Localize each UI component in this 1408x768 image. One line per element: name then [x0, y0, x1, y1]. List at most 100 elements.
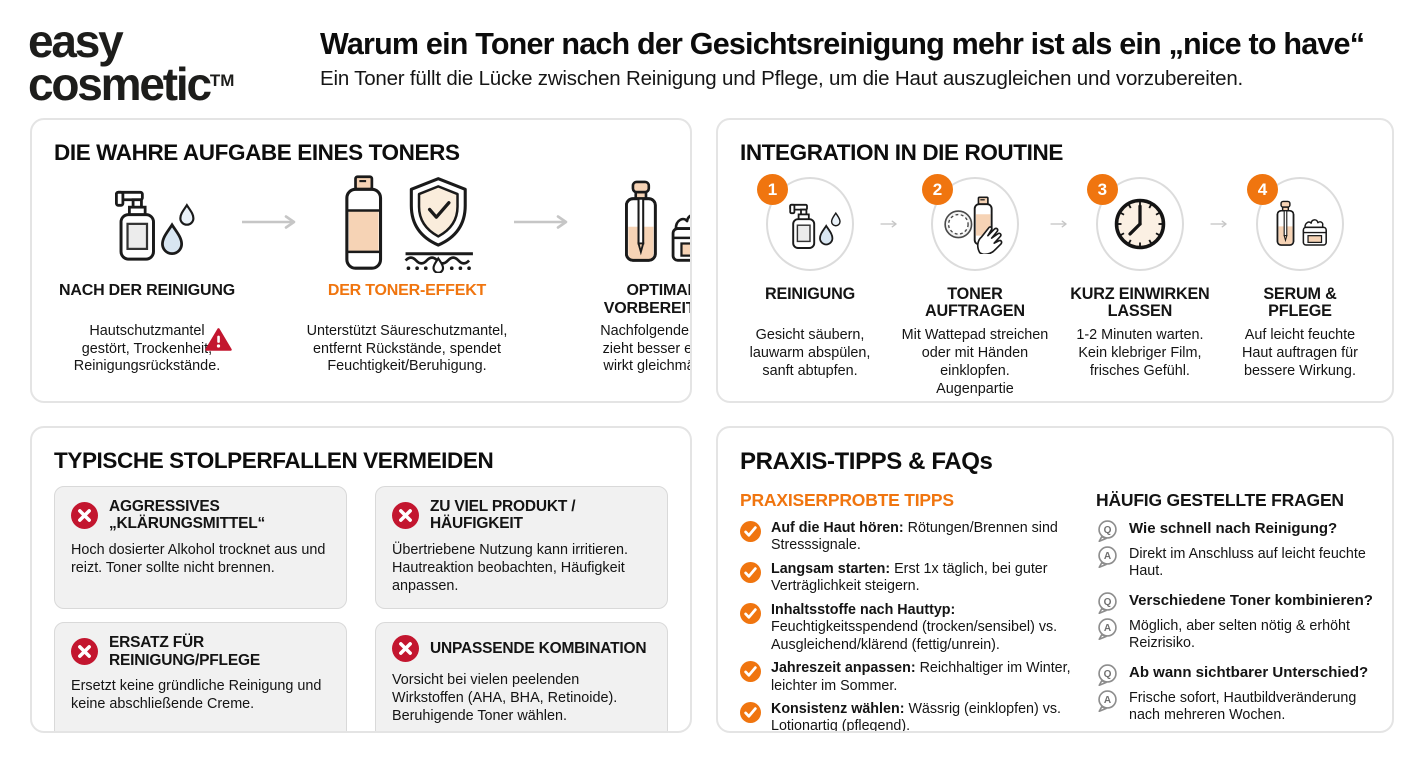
- pump-bottle-drops-icon: [54, 170, 240, 274]
- svg-text:Q: Q: [1104, 597, 1112, 608]
- pump-bottle-drops-icon: [789, 203, 841, 249]
- arrow-right-icon: [880, 170, 900, 278]
- faq-column: HÄUFIG GESTELLTE FRAGEN Q Wie schnell na…: [1096, 480, 1388, 731]
- faq-question: Wie schnell nach Reinigung?: [1129, 520, 1338, 537]
- question-bubble-icon: Q: [1098, 664, 1117, 686]
- trademark-symbol: TM: [209, 70, 235, 90]
- svg-text:A: A: [1104, 551, 1111, 562]
- tip-text: Auf die Haut hören: Rötungen/Brennen sin…: [771, 520, 1058, 554]
- faq-item: Q Wie schnell nach Reinigung? A Direkt i…: [1096, 520, 1388, 581]
- tip-text: Jahreszeit anpassen: Reichhaltiger im Wi…: [771, 660, 1071, 694]
- aufgabe-heading-toner-effekt: DER TONER-EFFEKT: [327, 282, 487, 299]
- tips-column: PRAXISERPROBTE TIPPS Auf die Haut hören:…: [740, 480, 1072, 733]
- tip-item: Jahreszeit anpassen: Reichhaltiger im Wi…: [740, 660, 1072, 695]
- svg-text:A: A: [1104, 695, 1111, 706]
- routine-step-circle: 1: [740, 170, 880, 278]
- brand-logo-text: easy cosmeticTM: [28, 15, 235, 110]
- faq-question: Ab wann sichtbarer Unterschied?: [1129, 663, 1369, 681]
- question-bubble-icon: Q: [1098, 520, 1117, 542]
- panel-stolperfallen: TYPISCHE STOLPERFALLEN VERMEIDEN AGGRESS…: [30, 426, 692, 733]
- cotton-pad-hand-icon: [944, 196, 1003, 254]
- warning-box-heading: AGGRESSIVES „KLÄRUNGSMITTEL“: [109, 498, 266, 533]
- routine-text-serum-pflege: Auf leicht feuchte Haut auftragen für be…: [1241, 326, 1358, 379]
- tip-text: Langsam starten: Erst 1x täglich, bei gu…: [771, 560, 1048, 595]
- panel-tipps-faq: PRAXIS-TIPPS & FAQs PRAXISERPROBTE TIPPS…: [716, 426, 1394, 733]
- warning-box-heading: ZU VIEL PRODUKT / HÄUFIGKEIT: [430, 498, 576, 533]
- answer-bubble-icon: A: [1098, 546, 1117, 568]
- warning-box-text: Vorsicht bei vielen peelenden Wirkstoffe…: [392, 672, 618, 725]
- faq-item: Q Verschiedene Toner kombinieren? A Mögl…: [1096, 592, 1388, 653]
- warning-box-text: Hoch dosierter Alkohol trocknet aus und …: [71, 541, 326, 576]
- arrow-right-icon: [1210, 170, 1230, 278]
- check-circle-icon: [740, 602, 761, 624]
- faq-heading: HÄUFIG GESTELLTE FRAGEN: [1096, 490, 1344, 510]
- faq-answer: Direkt im Anschluss auf leicht feuchte H…: [1129, 546, 1366, 580]
- faq-answer: Möglich, aber selten nötig & erhöht Reiz…: [1129, 617, 1350, 652]
- aufgabe-text-reinigung: Hautschutzmantel gestört, Trockenheit, R…: [54, 318, 240, 376]
- warning-box-heading: UNPASSENDE KOMBINATION: [430, 639, 647, 657]
- dropper-cream-icon: [574, 170, 690, 274]
- brand-logo: easy cosmeticTM: [28, 15, 320, 110]
- faq-answer: Frische sofort, Hautbildveränderung nach…: [1129, 689, 1357, 724]
- question-bubble-icon: Q: [1098, 592, 1117, 614]
- svg-text:Q: Q: [1104, 525, 1112, 536]
- warning-box-heading: ERSATZ FÜR REINIGUNG/PFLEGE: [109, 634, 260, 669]
- step-number-badge: 2: [921, 174, 953, 205]
- routine-step-circle: 4: [1230, 170, 1370, 278]
- aufgabe-text-toner-effekt: Unterstützt Säureschutzmantel, entfernt …: [306, 323, 508, 375]
- routine-text-toner-auftragen: Mit Wattepad streichen oder mit Händen e…: [901, 326, 1049, 401]
- panel-title-stolperfallen: TYPISCHE STOLPERFALLEN VERMEIDEN: [54, 448, 494, 473]
- tip-item: Inhaltsstoffe nach Hauttyp: Feuchtigkeit…: [740, 602, 1072, 654]
- warning-box-text: Übertriebene Nutzung kann irritieren. Ha…: [392, 541, 628, 594]
- routine-step-circle: 3: [1070, 170, 1210, 278]
- x-circle-icon: [71, 638, 98, 665]
- clock-icon: [1114, 198, 1166, 250]
- warning-box-kombination: UNPASSENDE KOMBINATION Vorsicht bei viel…: [375, 622, 668, 731]
- check-circle-icon: [740, 661, 761, 683]
- tips-heading: PRAXISERPROBTE TIPPS: [740, 490, 954, 510]
- x-circle-icon: [71, 501, 98, 529]
- page-title: Warum ein Toner nach der Gesichtsreinigu…: [320, 27, 1365, 61]
- tip-item: Auf die Haut hören: Rötungen/Brennen sin…: [740, 520, 1072, 555]
- panel-title-routine: INTEGRATION IN DIE ROUTINE: [740, 140, 1063, 165]
- tip-item: Konsistenz wählen: Wässrig (einklopfen) …: [740, 700, 1072, 733]
- arrow-right-icon: [512, 170, 574, 274]
- routine-text-reinigung: Gesicht säubern, lauwarm abspülen, sanft…: [749, 326, 871, 379]
- warning-box-text: Ersetzt keine gründliche Reinigung und k…: [71, 677, 322, 712]
- panel-title-aufgabe: DIE WAHRE AUFGABE EINES TONERS: [54, 140, 460, 165]
- arrow-right-icon: [240, 170, 302, 274]
- x-circle-icon: [392, 635, 419, 663]
- panel-routine: INTEGRATION IN DIE ROUTINE 1 2: [716, 118, 1394, 403]
- routine-heading-einwirken: KURZ EINWIRKEN LASSEN: [1070, 285, 1210, 321]
- routine-text-einwirken: 1-2 Minuten warten. Kein klebriger Film,…: [1076, 326, 1204, 379]
- tip-text: Konsistenz wählen: Wässrig (einklopfen) …: [771, 700, 1061, 733]
- routine-heading-toner-auftragen: TONER AUFTRAGEN: [925, 285, 1025, 321]
- routine-heading-reinigung: REINIGUNG: [765, 285, 855, 303]
- svg-text:A: A: [1104, 623, 1111, 634]
- warning-box-ersatz: ERSATZ FÜR REINIGUNG/PFLEGE Ersetzt kein…: [54, 622, 347, 731]
- step-number-badge: 3: [1086, 174, 1118, 205]
- faq-question: Verschiedene Toner kombinieren?: [1129, 591, 1373, 609]
- warning-box-zu-viel-produkt: ZU VIEL PRODUKT / HÄUFIGKEIT Übertrieben…: [375, 486, 668, 610]
- panel-toner-aufgabe: DIE WAHRE AUFGABE EINES TONERS: [30, 118, 692, 403]
- dropper-cream-icon: [1276, 200, 1327, 246]
- aufgabe-text-vorbereitung: Nachfolgende Pflege zieht besser ein und…: [574, 318, 690, 376]
- answer-bubble-icon: A: [1098, 690, 1117, 712]
- faq-item: Q Ab wann sichtbarer Unterschied? A Fris…: [1096, 664, 1388, 725]
- aufgabe-heading-vorbereitung: OPTIMALE VORBEREITUNG: [603, 282, 690, 317]
- x-circle-icon: [392, 501, 419, 529]
- check-circle-icon: [740, 561, 761, 583]
- check-circle-icon: [740, 701, 761, 723]
- aufgabe-heading-reinigung: NACH DER REINIGUNG: [59, 282, 235, 299]
- step-number-badge: 4: [1246, 174, 1278, 205]
- tip-text: Inhaltsstoffe nach Hauttyp: Feuchtigkeit…: [771, 601, 1058, 653]
- check-circle-icon: [740, 521, 761, 542]
- step-number-badge: 1: [757, 174, 789, 205]
- answer-bubble-icon: A: [1098, 618, 1117, 640]
- tip-item: Langsam starten: Erst 1x täglich, bei gu…: [740, 561, 1072, 596]
- panel-title-tipps-faq: PRAXIS-TIPPS & FAQs: [740, 448, 993, 475]
- svg-text:Q: Q: [1104, 669, 1112, 680]
- toner-shield-skin-icon: [302, 170, 512, 274]
- page-subtitle: Ein Toner füllt die Lücke zwischen Reini…: [320, 67, 1244, 91]
- page-header: easy cosmeticTM Warum ein Toner nach der …: [0, 0, 1408, 118]
